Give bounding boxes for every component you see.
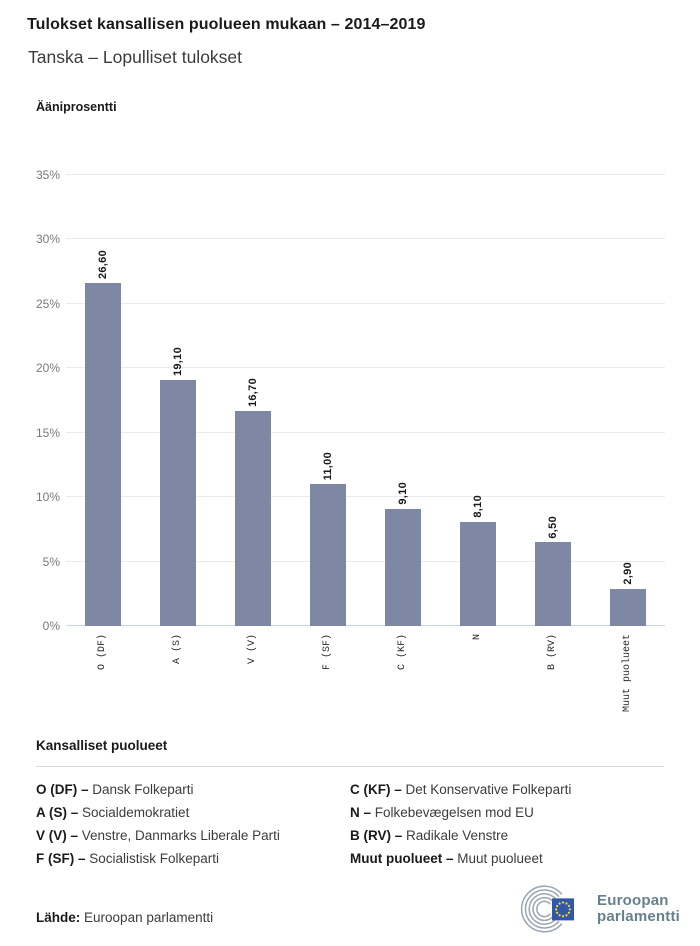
legend-item: C (KF) – Det Konservative Folkeparti	[350, 783, 664, 797]
bar-slot: 6,50 B (RV)	[515, 145, 590, 670]
legend-item-name: Muut puolueet	[453, 851, 543, 866]
legend-item-abbr: B (RV) –	[350, 828, 403, 843]
eu-flag-square	[552, 898, 575, 921]
bar-value-label: 19,10	[172, 346, 185, 376]
bar-value-label: 26,60	[97, 249, 110, 279]
bar-value-label: 8,10	[471, 494, 484, 518]
bar-slot: 26,60 O (DF)	[66, 145, 141, 670]
legend-item-name: Socialdemokratiet	[78, 805, 190, 820]
legend-item-name: Folkebevægelsen mod EU	[371, 805, 534, 820]
ep-logo-text-line2: parlamentti	[597, 908, 681, 925]
legend-item-abbr: F (SF) –	[36, 851, 86, 866]
y-tick-label: 20%	[35, 361, 60, 375]
gridline	[66, 173, 665, 175]
gridline	[66, 431, 665, 433]
bar-chart: 0% 5% 10% 15% 20% 25% 30% 35% 26,60 O (DF) 19,10 A…	[0, 145, 700, 727]
bar-slot: 11,00 F (SF)	[291, 145, 366, 670]
gridline	[66, 367, 665, 368]
gridlines	[66, 145, 665, 626]
y-tick-label: 5%	[42, 554, 60, 569]
legend-item-name: Dansk Folkeparti	[88, 782, 194, 797]
bar-slot: 9,10 C (KF)	[366, 145, 441, 670]
bar	[310, 484, 347, 626]
legend-item-abbr: C (KF) –	[350, 782, 402, 797]
legend-item: O (DF) – Dansk Folkeparti	[36, 783, 350, 797]
source-value: Euroopan parlamentti	[84, 910, 214, 925]
gridline	[66, 238, 665, 239]
ep-logo-text: Euroopan parlamentti	[597, 891, 681, 925]
bar-value-label: 2,90	[621, 561, 634, 585]
y-tick-label: 10%	[35, 490, 60, 504]
legend-item-name: Socialistisk Folkeparti	[85, 851, 220, 866]
legend-item-abbr: Muut puolueet –	[350, 851, 454, 866]
bar-value-label: 9,10	[396, 482, 409, 505]
legend-item: A (S) – Socialdemokratiet	[36, 806, 350, 820]
gridline	[66, 560, 665, 562]
bar	[384, 508, 421, 626]
y-tick-label: 15%	[35, 425, 60, 440]
eu-stars	[555, 901, 571, 918]
ep-logo-text-line1: Euroopan	[597, 891, 669, 909]
x-axis-label: Muut puolueet	[621, 634, 633, 713]
bar-slot: 2,90 Muut puolueet	[590, 145, 665, 712]
legend-item-name: Radikale Venstre	[402, 828, 509, 843]
bar-value-label: 16,70	[247, 377, 260, 407]
x-axis-line	[66, 625, 665, 626]
legend-item: N – Folkebevægelsen mod EU	[350, 806, 664, 820]
x-axis-label: F (SF)	[322, 634, 334, 671]
bar-value-label: 6,50	[546, 515, 559, 539]
legend-item: F (SF) – Socialistisk Folkeparti	[36, 852, 350, 866]
bar	[459, 521, 496, 626]
legend-item: Muut puolueet – Muut puolueet	[350, 852, 664, 866]
legend-item: V (V) – Venstre, Danmarks Liberale Parti	[36, 829, 350, 843]
bar	[609, 588, 646, 626]
legend-column-left: O (DF) – Dansk Folkeparti A (S) – Sociald…	[36, 783, 350, 875]
legend-item-abbr: N –	[350, 805, 372, 820]
y-tick-label: 25%	[35, 296, 60, 311]
bar	[160, 379, 197, 626]
ep-hemicycle-icon	[520, 885, 575, 933]
legend-item-name: Venstre, Danmarks Liberale Parti	[78, 828, 280, 843]
legend-heading: Kansalliset puolueet	[36, 738, 168, 753]
legend-item-abbr: A (S) –	[36, 805, 79, 820]
legend: Kansalliset puolueet O (DF) – Dansk Folk…	[36, 738, 664, 875]
chart-title: Tulokset kansallisen puolueen mukaan – 2…	[27, 16, 426, 33]
legend-column-right: C (KF) – Det Konservative Folkeparti N – …	[350, 783, 664, 875]
y-tick-label: 30%	[35, 232, 60, 246]
x-axis-label: C (KF)	[396, 634, 408, 671]
x-axis-label: B (RV)	[546, 634, 558, 671]
y-tick-label: 0%	[42, 619, 60, 633]
x-axis-label: A (S)	[172, 634, 184, 665]
chart-subtitle: Tanska – Lopulliset tulokset	[28, 47, 243, 67]
bar-series: 26,60 O (DF) 19,10 A (S) 16,70 V (V) 11,00 F (S…	[66, 145, 665, 712]
x-axis-label: N	[471, 634, 483, 641]
plot-area: 26,60 O (DF) 19,10 A (S) 16,70 V (V) 11,00 F (S…	[66, 145, 665, 712]
x-axis-label: O (DF)	[97, 634, 109, 671]
bar	[235, 410, 272, 626]
y-tick-label: 35%	[35, 167, 60, 182]
bar-slot: 8,10 N	[440, 145, 515, 640]
legend-item-abbr: V (V) –	[36, 828, 79, 843]
ep-logo: Euroopan parlamentti	[514, 883, 680, 935]
legend-divider	[36, 766, 664, 767]
legend-item-abbr: O (DF) –	[36, 782, 89, 797]
x-axis-label: V (V)	[247, 634, 259, 665]
gridline	[66, 302, 665, 304]
legend-item: B (RV) – Radikale Venstre	[350, 829, 664, 843]
legend-item-name: Det Konservative Folkeparti	[401, 782, 572, 797]
bar	[85, 282, 122, 626]
source-line: Lähde: Euroopan parlamentti	[36, 910, 213, 925]
bar-slot: 16,70 V (V)	[216, 145, 291, 664]
gridline	[66, 496, 665, 497]
y-axis-title: Ääniprosentti	[36, 100, 117, 114]
bar-value-label: 11,00	[322, 451, 335, 481]
source-label: Lähde:	[36, 910, 81, 925]
y-axis: 0% 5% 10% 15% 20% 25% 30% 35%	[0, 145, 60, 634]
legend-columns: O (DF) – Dansk Folkeparti A (S) – Sociald…	[36, 783, 664, 875]
bar-slot: 19,10 A (S)	[141, 145, 216, 664]
bar	[534, 542, 571, 626]
